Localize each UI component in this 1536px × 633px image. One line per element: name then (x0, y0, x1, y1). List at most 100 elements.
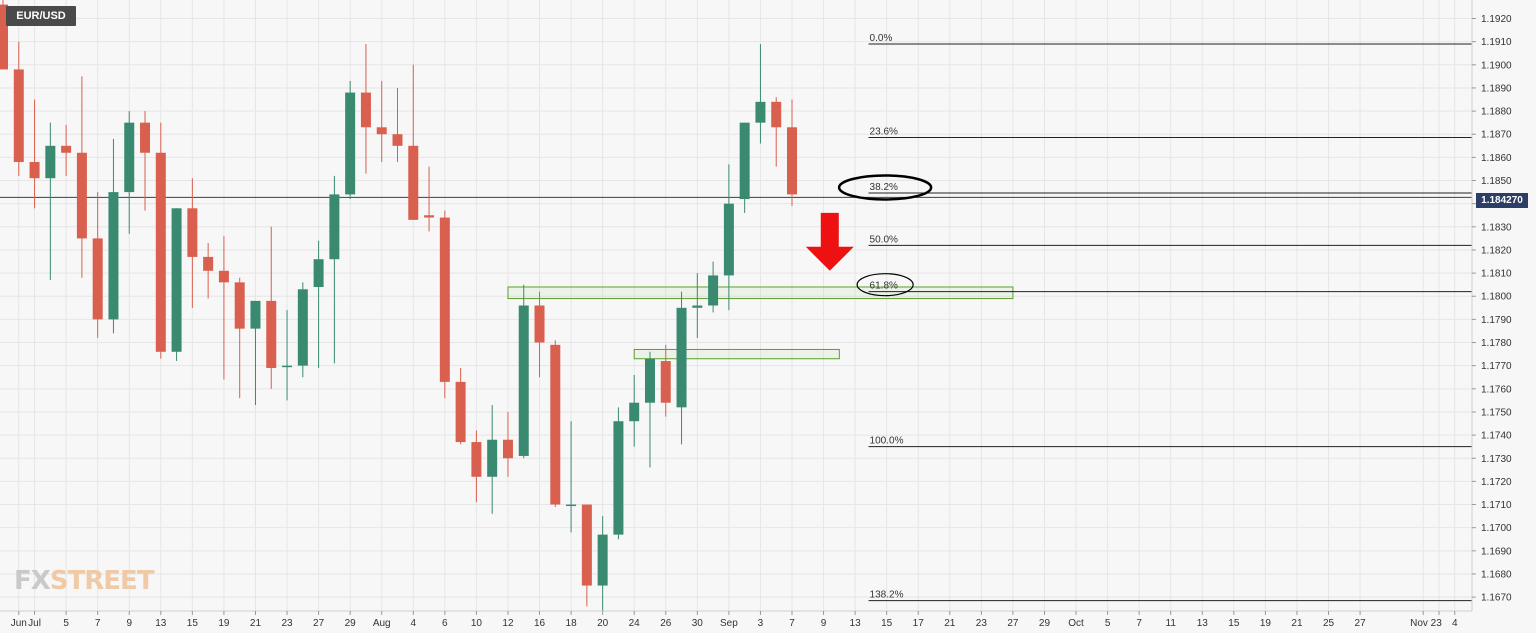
x-tick-label: 6 (442, 618, 448, 629)
candle-body (787, 127, 797, 195)
y-tick-label: 1.1870 (1481, 130, 1512, 141)
candle-body (708, 275, 719, 306)
y-tick-label: 1.1850 (1481, 176, 1512, 187)
y-tick-label: 1.1820 (1481, 245, 1512, 256)
y-tick-label: 1.1690 (1481, 546, 1512, 557)
x-tick-label: 12 (502, 618, 514, 629)
candle-body (140, 122, 151, 153)
y-tick-label: 1.1670 (1481, 593, 1512, 604)
price-axis: 1.1670 1.1680 1.1690 1.1700 1.1710 1.1720 1.17… (1471, 0, 1512, 611)
x-tick-label: Nov 2 (1410, 618, 1437, 629)
y-tick-label: 1.1880 (1481, 107, 1512, 118)
x-tick-label: 21 (1291, 618, 1303, 629)
candle-body (297, 289, 308, 366)
y-tick-label: 1.1770 (1481, 361, 1512, 372)
candle-body (108, 192, 119, 320)
brand-part2: STREET (49, 566, 155, 596)
candle-body (250, 300, 261, 329)
candles (0, 0, 797, 611)
candle-body (439, 217, 450, 382)
x-tick-label: 23 (976, 618, 988, 629)
highlight-circle (856, 273, 914, 297)
y-tick-label: 1.1720 (1481, 477, 1512, 488)
current-price-badge: 1.184270 (1476, 193, 1528, 208)
y-tick-label: 1.1680 (1481, 569, 1512, 580)
x-tick-label: 10 (471, 618, 483, 629)
x-tick-label: 27 (1007, 618, 1019, 629)
candle-body (313, 259, 324, 287)
x-tick-label: 7 (95, 618, 101, 629)
annotations (805, 174, 933, 297)
x-tick-label: 3 (758, 618, 764, 629)
candle-body (203, 256, 214, 271)
candle-body (29, 162, 40, 179)
grid-lines (0, 0, 1472, 611)
candle-body (266, 300, 277, 368)
fibonacci-levels: 0.0% 23.6% 38.2% 50.0% 61.8% 100.0% 138.2% (0, 33, 1472, 602)
candle-body (124, 122, 135, 193)
x-tick-label: 15 (1228, 618, 1240, 629)
x-tick-label: 11 (1166, 618, 1177, 629)
fib-level-label: 138.2% (870, 590, 904, 601)
fib-level-label: 50.0% (870, 234, 898, 245)
candle-body (518, 305, 529, 456)
x-tick-label: 3 (1436, 618, 1442, 629)
x-tick-label: 5 (1105, 618, 1111, 629)
x-tick-label: Jun (11, 618, 27, 629)
x-tick-label: 21 (250, 618, 262, 629)
x-tick-label: 15 (187, 618, 199, 629)
fib-level-label: 38.2% (870, 182, 898, 193)
x-tick-label: 21 (944, 618, 956, 629)
candle-body (218, 270, 229, 283)
x-tick-label: 18 (566, 618, 578, 629)
down-arrow-icon (805, 212, 854, 271)
candle-body (424, 215, 435, 218)
candle-body (629, 402, 640, 422)
candle-body (329, 194, 340, 260)
highlight-circle (837, 174, 933, 201)
date-axis: Jun Jul 5 7 9 13 15 19 21 23 27 29 Aug 4 6 10 12 16 18 20 24… (0, 610, 1472, 629)
candle-body (550, 344, 561, 505)
x-tick-label: 13 (850, 618, 862, 629)
fib-level-label: 0.0% (870, 33, 893, 44)
candle-body (376, 127, 387, 135)
x-tick-label: Jul (28, 618, 41, 629)
fib-level-label: 61.8% (870, 281, 898, 292)
candle-body (566, 504, 577, 507)
x-tick-label: 9 (126, 618, 132, 629)
x-tick-label: 27 (313, 618, 325, 629)
x-tick-label: 16 (534, 618, 546, 629)
fib-level-label: 100.0% (870, 436, 904, 447)
x-tick-label: 19 (1260, 618, 1272, 629)
candle-body (187, 208, 198, 257)
x-tick-label: 7 (1136, 618, 1142, 629)
candle-body (676, 307, 687, 408)
support-zones (507, 286, 1014, 360)
candle-body (234, 282, 245, 329)
candle-body (771, 101, 782, 128)
x-tick-label: 24 (629, 618, 641, 629)
y-tick-label: 1.1830 (1481, 222, 1512, 233)
x-tick-label: 30 (692, 618, 704, 629)
x-tick-label: 5 (63, 618, 69, 629)
x-tick-label: 23 (281, 618, 293, 629)
y-tick-label: 1.1730 (1481, 454, 1512, 465)
candle-body (0, 4, 8, 70)
y-tick-label: 1.1810 (1481, 269, 1512, 280)
candle-body (739, 122, 750, 200)
candle-body (282, 365, 293, 368)
candle-body (455, 381, 466, 443)
y-tick-label: 1.1780 (1481, 338, 1512, 349)
candle-body (360, 92, 371, 128)
x-tick-label: 13 (155, 618, 167, 629)
x-tick-label: 26 (660, 618, 672, 629)
candle-body (345, 92, 356, 195)
y-tick-label: 1.1710 (1481, 500, 1512, 511)
x-tick-label: 4 (410, 618, 416, 629)
x-tick-label: Oct (1068, 618, 1084, 629)
y-tick-label: 1.1860 (1481, 153, 1512, 164)
x-tick-label: 25 (1323, 618, 1335, 629)
support-zone (633, 348, 840, 360)
x-tick-label: 29 (345, 618, 357, 629)
